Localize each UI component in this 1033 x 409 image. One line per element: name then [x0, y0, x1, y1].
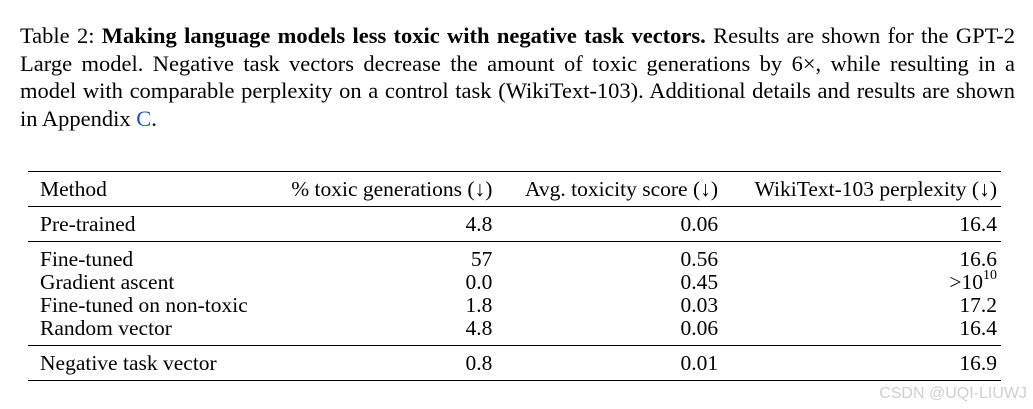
cell-score: 0.56 [680, 247, 719, 271]
cell-toxic: 0.8 [262, 345, 497, 381]
cell-toxic: 4.8 [465, 212, 493, 236]
cell-perplexity: 17.2 [959, 293, 997, 317]
cell-toxic: 57 [470, 247, 493, 271]
header-row: Method % toxic generations (↓) Avg. toxi… [28, 171, 1001, 207]
table-row-gradient-ascent: Gradient ascent 0.0 0.45 >1010 [28, 268, 1001, 294]
cell-perplexity: 16.4 [959, 316, 997, 340]
cell-score: 0.03 [680, 293, 719, 317]
table-row-pretrained: Pre-trained 4.8 0.06 16.4 [28, 206, 1001, 242]
cell-score: 0.45 [680, 270, 719, 294]
cell-method: Pre-trained [40, 212, 136, 236]
cell-method: Gradient ascent [40, 270, 175, 294]
perplexity-exponent: 10 [983, 268, 997, 283]
cell-toxic: 4.8 [465, 316, 493, 340]
table-row-finetuned-non-toxic: Fine-tuned on non-toxic 1.8 0.03 17.2 [28, 294, 1001, 317]
cell-method: Random vector [40, 316, 172, 340]
header-toxicity-score: Avg. toxicity score (↓) [525, 176, 719, 201]
cell-score: 0.01 [496, 345, 723, 381]
caption-label: Table 2: [20, 23, 95, 48]
table-row-finetuned: Fine-tuned 57 0.56 16.6 [28, 241, 1001, 272]
cell-toxic: 1.8 [465, 293, 493, 317]
header-toxic-generations: % toxic generations (↓) [291, 176, 493, 201]
table-caption: Table 2: Making language models less tox… [20, 22, 1015, 132]
cell-score: 0.06 [680, 316, 719, 340]
table-row-negative-task-vector: Negative task vector 0.8 0.01 16.9 [28, 345, 1001, 381]
perplexity-base: >10 [949, 270, 983, 294]
cell-method: Negative task vector [28, 345, 262, 381]
cell-perplexity: 16.4 [959, 212, 997, 236]
caption-title: Making language models less toxic with n… [101, 23, 706, 48]
table-row-random-vector: Random vector 4.8 0.06 16.4 [28, 317, 1001, 346]
header-method: Method [40, 176, 107, 201]
cell-method: Fine-tuned [40, 247, 134, 271]
cell-score: 0.06 [680, 212, 719, 236]
results-table: Method % toxic generations (↓) Avg. toxi… [28, 171, 1001, 381]
cell-method: Fine-tuned on non-toxic [40, 293, 248, 317]
cell-perplexity: >1010 [722, 268, 1001, 294]
watermark: CSDN @UQI-LIUWJ [879, 385, 1027, 402]
cell-toxic: 0.0 [465, 270, 493, 294]
header-perplexity: WikiText-103 perplexity (↓) [754, 176, 997, 201]
appendix-link[interactable]: C [136, 105, 152, 131]
cell-perplexity: 16.9 [722, 345, 1001, 381]
caption-body: Results are shown for the GPT-2 Large mo… [20, 23, 1016, 131]
cell-perplexity: 16.6 [959, 247, 997, 271]
caption-end: . [151, 105, 157, 131]
